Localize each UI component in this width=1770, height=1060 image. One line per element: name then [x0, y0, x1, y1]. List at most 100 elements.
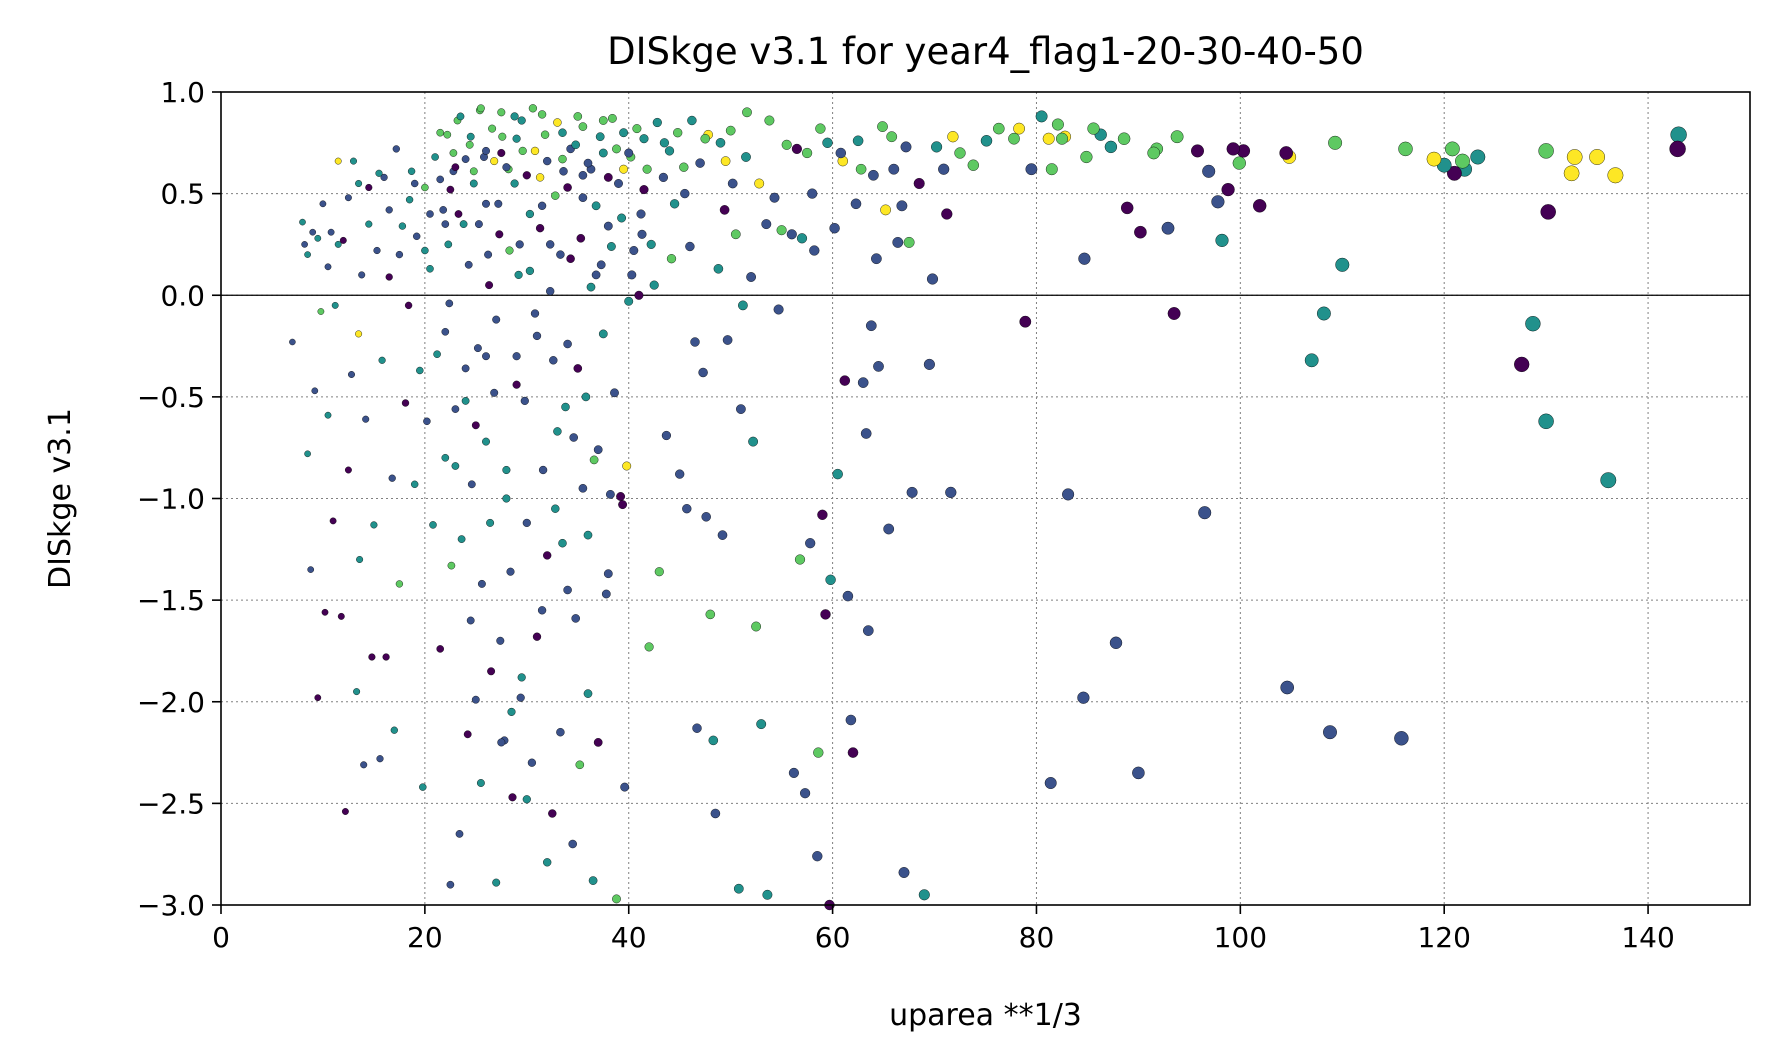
data-point — [675, 469, 685, 479]
data-point — [993, 122, 1005, 135]
data-point — [1035, 110, 1048, 123]
data-point — [616, 492, 626, 501]
data-point — [1323, 725, 1337, 740]
data-point — [329, 517, 337, 525]
x-tick-label: 20 — [407, 921, 443, 954]
data-point — [395, 580, 404, 588]
data-point — [464, 260, 473, 269]
data-point — [603, 173, 613, 182]
data-point — [451, 462, 460, 470]
data-point — [517, 673, 526, 682]
data-point — [664, 146, 675, 156]
y-tick-label: −1.0 — [137, 483, 205, 516]
y-tick-label: 0.5 — [160, 178, 205, 211]
data-point — [543, 551, 552, 560]
data-point — [700, 133, 710, 144]
data-point — [317, 308, 325, 315]
data-point — [741, 152, 751, 162]
data-point — [578, 193, 588, 202]
data-point — [1080, 150, 1093, 164]
data-point — [673, 128, 683, 138]
data-point — [746, 272, 756, 282]
data-point — [807, 188, 818, 199]
data-point — [822, 137, 833, 148]
data-point — [530, 146, 540, 156]
y-tick-label: −2.5 — [137, 787, 205, 820]
data-point — [622, 461, 632, 471]
x-axis-ticks: 0 20 40 60 80 100 120 140 — [212, 905, 1675, 954]
data-point — [327, 228, 335, 236]
data-point — [748, 436, 758, 447]
y-axis-label: DISkge v3.1 — [43, 408, 78, 589]
data-point — [589, 455, 599, 465]
data-point — [365, 183, 373, 192]
data-point — [598, 116, 608, 125]
data-point — [860, 428, 872, 439]
data-point — [1589, 149, 1606, 165]
data-point — [705, 609, 716, 620]
data-point — [646, 239, 656, 249]
data-point — [595, 132, 605, 142]
data-point — [436, 645, 444, 653]
data-point — [679, 162, 689, 172]
data-point — [573, 364, 583, 373]
data-point — [588, 876, 598, 885]
data-point — [471, 695, 480, 704]
data-point — [852, 135, 864, 147]
x-tick-label: 80 — [1019, 921, 1055, 954]
data-point — [419, 783, 427, 791]
data-point — [553, 118, 562, 127]
data-point — [1215, 233, 1229, 247]
data-point — [551, 191, 560, 200]
data-point — [583, 689, 593, 698]
data-point — [730, 229, 741, 240]
data-point — [835, 147, 847, 159]
data-point — [719, 205, 730, 215]
data-point — [558, 128, 567, 137]
data-point — [661, 430, 671, 441]
data-point — [627, 270, 637, 280]
y-tick-label: 0.0 — [160, 279, 205, 312]
data-point — [304, 450, 311, 458]
data-point — [348, 371, 355, 378]
data-point — [355, 330, 363, 338]
data-point — [850, 198, 862, 210]
data-point — [1191, 144, 1204, 158]
data-point — [1538, 413, 1554, 430]
data-point — [682, 504, 692, 514]
data-points — [289, 104, 1687, 911]
data-point — [546, 287, 555, 296]
data-point — [1161, 221, 1175, 235]
data-point — [551, 504, 560, 513]
data-point — [375, 169, 383, 177]
data-point — [356, 556, 364, 563]
data-point — [436, 175, 444, 184]
data-point — [368, 653, 376, 661]
data-point — [444, 240, 453, 249]
data-point — [754, 178, 765, 189]
data-point — [624, 148, 634, 158]
data-point — [815, 123, 826, 134]
data-point — [563, 585, 572, 595]
x-tick-label: 40 — [611, 921, 647, 954]
data-point — [405, 196, 414, 204]
data-point — [820, 609, 831, 620]
data-point — [877, 121, 888, 132]
data-point — [469, 179, 478, 188]
data-point — [532, 632, 542, 641]
data-point — [484, 250, 493, 259]
data-point — [446, 185, 455, 194]
data-point — [639, 185, 649, 195]
data-point — [1019, 315, 1032, 328]
data-point — [1279, 146, 1293, 160]
data-point — [1328, 135, 1343, 150]
data-point — [563, 183, 572, 192]
data-point — [558, 154, 567, 164]
data-point — [370, 521, 378, 529]
data-point — [474, 220, 483, 229]
x-tick-label: 140 — [1621, 921, 1674, 954]
data-point — [593, 738, 603, 747]
data-point — [1316, 306, 1331, 321]
data-point — [421, 183, 429, 192]
data-point — [304, 251, 311, 258]
